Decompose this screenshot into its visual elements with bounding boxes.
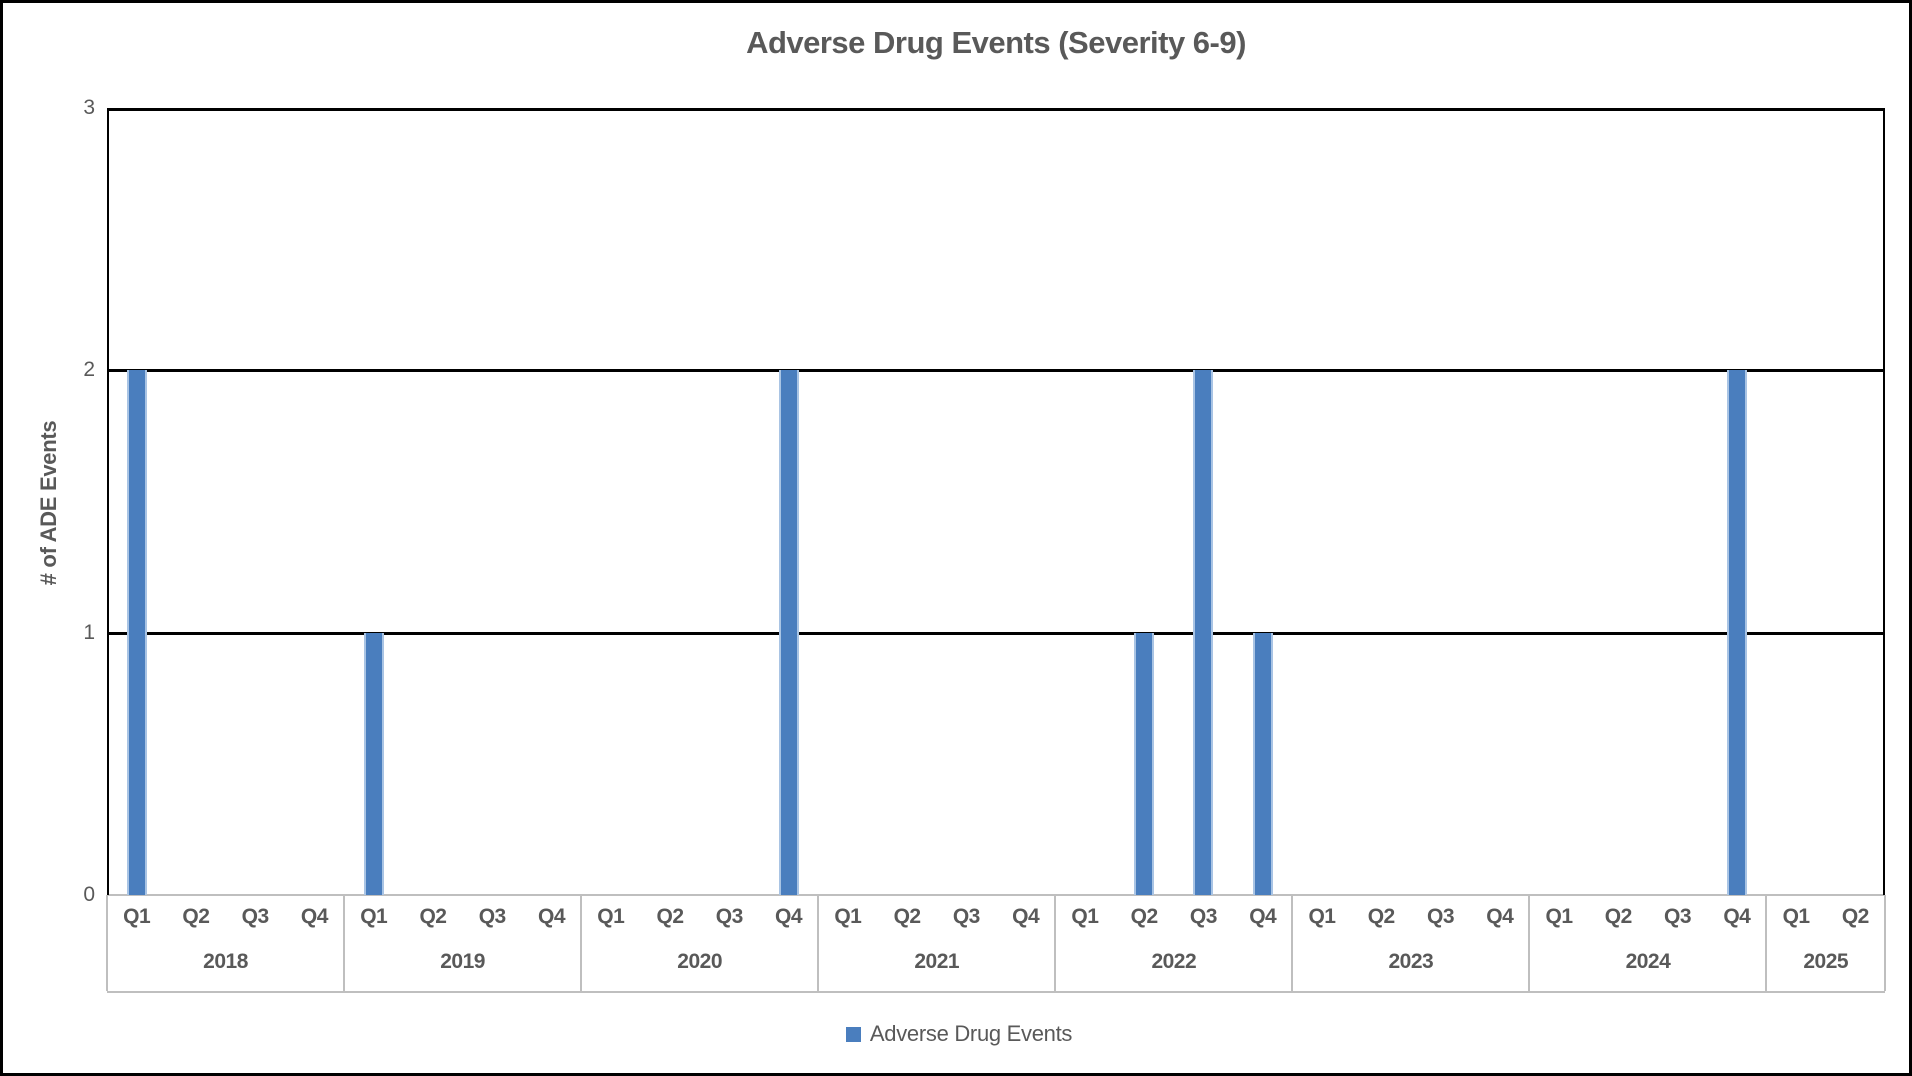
x-quarter-label-2023-Q4: Q4 <box>1486 905 1514 928</box>
gridline <box>107 108 1885 111</box>
y-tick-label-0: 0 <box>83 883 95 906</box>
category-area-bottom-line <box>107 991 1885 993</box>
plot-border-left <box>107 108 109 895</box>
gridline <box>107 369 1885 373</box>
legend: Adverse Drug Events <box>3 1021 1912 1047</box>
year-separator-5 <box>1291 895 1294 991</box>
x-quarter-label-2018-Q2: Q2 <box>182 905 210 928</box>
x-quarter-label-2025-Q2: Q2 <box>1841 905 1870 928</box>
x-quarter-label-2021-Q4: Q4 <box>1012 905 1040 928</box>
x-quarter-label-2024-Q3: Q3 <box>1664 905 1692 928</box>
x-quarter-label-2022-Q4: Q4 <box>1249 905 1277 928</box>
x-quarter-label-2019-Q1: Q1 <box>360 905 388 928</box>
year-separator-6 <box>1528 895 1531 991</box>
bar-2019-Q1 <box>363 632 384 895</box>
legend-swatch-icon <box>845 1026 861 1042</box>
x-quarter-label-2024-Q4: Q4 <box>1723 905 1751 928</box>
y-tick-label-2: 2 <box>83 358 95 382</box>
x-quarter-label-2022-Q3: Q3 <box>1189 905 1218 928</box>
x-quarter-label-2023-Q3: Q3 <box>1426 905 1455 928</box>
x-year-label-2024: 2024 <box>1625 950 1671 973</box>
y-tick-label-1: 1 <box>83 620 95 644</box>
legend-label: Adverse Drug Events <box>869 1021 1073 1046</box>
x-year-label-2021: 2021 <box>914 950 960 973</box>
bar-2018-Q1 <box>126 370 147 895</box>
x-quarter-label-2018-Q1: Q1 <box>123 905 151 928</box>
x-year-label-2018: 2018 <box>203 950 248 973</box>
x-year-label-2019: 2019 <box>440 950 485 973</box>
x-quarter-label-2019-Q3: Q3 <box>478 905 507 928</box>
y-axis-title: # of ADE Events <box>36 420 61 586</box>
bar-2022-Q4 <box>1252 632 1273 895</box>
year-separator-0 <box>106 895 108 991</box>
x-quarter-label-2019-Q4: Q4 <box>537 905 566 928</box>
x-quarter-label-2022-Q2: Q2 <box>1130 905 1159 928</box>
x-quarter-label-2024-Q1: Q1 <box>1545 905 1574 928</box>
x-year-label-2023: 2023 <box>1388 950 1434 973</box>
x-quarter-label-2020-Q1: Q1 <box>597 905 625 928</box>
bar-2020-Q4 <box>778 370 799 895</box>
year-separator-2 <box>580 895 583 991</box>
gridline <box>107 631 1885 635</box>
x-quarter-label-2021-Q1: Q1 <box>834 905 862 928</box>
year-separator-3 <box>817 895 820 991</box>
year-separator-4 <box>1054 895 1057 991</box>
x-quarter-label-2020-Q3: Q3 <box>715 905 744 928</box>
x-year-label-2022: 2022 <box>1151 950 1197 973</box>
chart-title: Adverse Drug Events (Severity 6-9) <box>746 25 1246 60</box>
x-quarter-label-2018-Q3: Q3 <box>241 905 270 928</box>
year-separator-7 <box>1765 895 1768 991</box>
bar-2024-Q4 <box>1726 370 1747 895</box>
x-quarter-label-2021-Q3: Q3 <box>952 905 981 928</box>
x-quarter-label-2025-Q1: Q1 <box>1782 905 1811 928</box>
x-quarter-label-2021-Q2: Q2 <box>893 905 922 928</box>
x-quarter-label-2018-Q4: Q4 <box>300 905 329 928</box>
x-year-label-2020: 2020 <box>677 950 723 973</box>
x-axis-line <box>107 894 1885 896</box>
bar-2022-Q3 <box>1193 370 1214 895</box>
x-quarter-label-2023-Q1: Q1 <box>1308 905 1336 928</box>
x-quarter-label-2020-Q2: Q2 <box>656 905 685 928</box>
x-quarter-label-2024-Q2: Q2 <box>1604 905 1633 928</box>
y-tick-label-3: 3 <box>83 96 95 119</box>
year-separator-8 <box>1884 895 1886 991</box>
x-year-label-2025: 2025 <box>1803 950 1849 973</box>
x-quarter-label-2020-Q4: Q4 <box>775 905 803 928</box>
bar-2022-Q2 <box>1134 632 1155 895</box>
x-quarter-label-2023-Q2: Q2 <box>1367 905 1396 928</box>
plot-area <box>107 108 1885 896</box>
plot-border-right <box>1883 108 1885 895</box>
year-separator-1 <box>343 895 346 991</box>
x-quarter-label-2022-Q1: Q1 <box>1071 905 1099 928</box>
x-quarter-label-2019-Q2: Q2 <box>419 905 447 928</box>
